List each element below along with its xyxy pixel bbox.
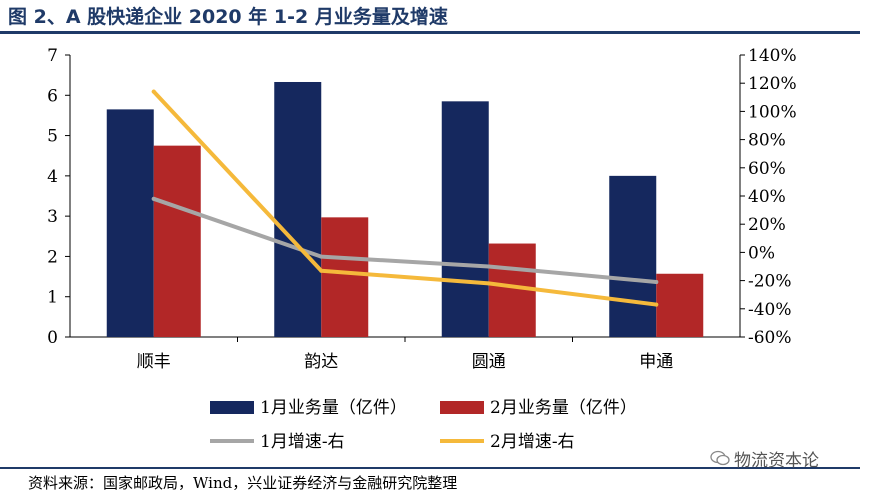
- right-tick-label: 100%: [748, 102, 797, 122]
- bar-2-0: [153, 145, 201, 337]
- left-tick-label: 7: [47, 46, 58, 66]
- line-series-1: [151, 196, 659, 285]
- wechat-icon: [710, 450, 730, 471]
- line-point-2-0: [151, 89, 156, 94]
- legend-swatch-1: [210, 401, 254, 414]
- line-point-1-0: [151, 196, 156, 201]
- legend-label-1: 1月业务量（亿件）: [260, 398, 407, 418]
- footer-divider: [0, 467, 860, 469]
- bar-1-3: [609, 175, 657, 337]
- bar-1-1: [274, 81, 322, 338]
- chart-area: 0 1 2 3 4 5 6 7 -60% -40% -20% 0% 20% 40% 60% 80% 100% 12…: [47, 46, 797, 452]
- line-point-1-1: [319, 254, 324, 259]
- line-point-2-3: [654, 302, 659, 307]
- x-tick-label: 申通: [639, 352, 673, 372]
- line-point-1-3: [654, 280, 659, 285]
- bar-2-1: [321, 217, 369, 337]
- left-tick-label: 3: [47, 207, 58, 227]
- line-point-2-2: [486, 281, 491, 286]
- right-tick-label: 0%: [748, 243, 775, 263]
- left-tick-label: 1: [47, 288, 58, 308]
- left-tick-label: 0: [47, 328, 58, 348]
- left-tick-label: 6: [47, 86, 58, 106]
- right-tick-label: 20%: [748, 215, 786, 235]
- x-tick-label: 圆通: [472, 352, 506, 372]
- line-point-1-2: [486, 264, 491, 269]
- title-divider: [0, 31, 860, 34]
- bar-1-0: [106, 109, 154, 337]
- right-tick-label: -20%: [748, 272, 792, 292]
- left-tick-label: 2: [47, 247, 58, 267]
- legend-label-4: 2月增速-右: [490, 432, 575, 452]
- bar-1-2: [441, 101, 489, 337]
- right-tick-label: 60%: [748, 159, 786, 179]
- line-point-2-1: [319, 268, 324, 273]
- x-tick-label: 顺丰: [137, 352, 171, 372]
- legend-label-2: 2月业务量（亿件）: [490, 398, 637, 418]
- watermark-text: 物流资本论: [734, 451, 819, 471]
- right-tick-label: -40%: [748, 300, 792, 320]
- left-tick-label: 4: [47, 167, 58, 187]
- legend-label-3: 1月增速-右: [260, 432, 345, 452]
- chart-title: 图 2、A 股快递企业 2020 年 1-2 月业务量及增速: [8, 6, 448, 28]
- right-tick-label: -60%: [748, 328, 792, 348]
- x-tick-label: 韵达: [304, 352, 338, 372]
- right-tick-label: 140%: [748, 46, 797, 66]
- right-tick-label: 120%: [748, 74, 797, 94]
- bar-2-3: [656, 273, 704, 337]
- legend-swatch-2: [440, 401, 484, 414]
- watermark: 物流资本论: [710, 446, 819, 471]
- left-tick-label: 5: [47, 127, 58, 147]
- right-tick-label: 40%: [748, 187, 786, 207]
- line-series-2: [151, 89, 659, 307]
- source-note: 资料来源：国家邮政局，Wind，兴业证券经济与金融研究院整理: [28, 474, 458, 492]
- right-tick-label: 80%: [748, 131, 786, 151]
